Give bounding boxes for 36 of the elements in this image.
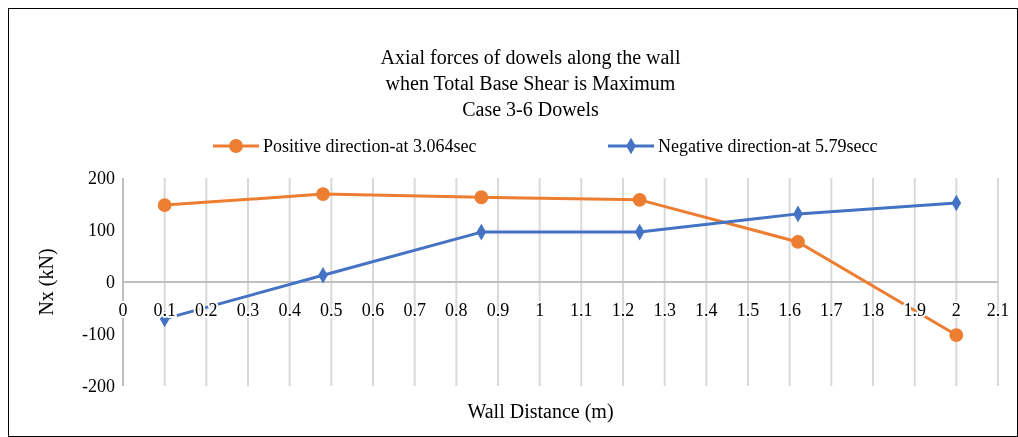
x-tick-label: 0.1 xyxy=(153,300,176,320)
x-tick-label: 0.7 xyxy=(403,300,426,320)
legend-label: Positive direction-at 3.064sec xyxy=(263,136,477,157)
point xyxy=(791,235,805,249)
point xyxy=(949,328,964,342)
x-tick-label: 0.6 xyxy=(361,300,385,320)
x-tick-label: 0.9 xyxy=(486,300,510,320)
x-tick-label: 0.4 xyxy=(278,300,301,320)
chart-title: Axial forces of dowels along the wall when Total Base Shear is Maximum Case 3-6 Dowels xyxy=(380,46,681,120)
legend-label: Negative direction-at 5.79secc xyxy=(658,136,878,157)
y-axis-title: Nx (kN) xyxy=(35,248,58,316)
x-tick-label: 2.1 xyxy=(986,300,1010,320)
x-axis-title: Wall Distance (m) xyxy=(467,400,614,423)
x-tick-label: 0.3 xyxy=(236,300,260,320)
point xyxy=(157,198,172,212)
x-tick-label: 0.5 xyxy=(320,300,343,320)
y-tick-label: 100 xyxy=(88,220,115,241)
y-tick-label: 200 xyxy=(88,168,115,189)
x-tick-label: 1.7 xyxy=(820,300,843,320)
x-tick-label: 1.4 xyxy=(695,300,718,320)
x-tick-label: 1.6 xyxy=(778,300,801,320)
y-tick-label: -100 xyxy=(82,324,115,345)
point xyxy=(474,190,489,205)
point xyxy=(316,187,330,202)
y-tick-label: 0 xyxy=(106,272,115,293)
x-tick-label: 2 xyxy=(951,300,961,320)
x-tick-label: 1.2 xyxy=(611,300,635,320)
point xyxy=(632,192,647,207)
x-tick-label: 1.5 xyxy=(736,300,760,320)
x-tick-label: 1.3 xyxy=(653,300,676,320)
y-tick-label: -200 xyxy=(82,376,115,397)
x-tick-label: 1.1 xyxy=(570,300,593,320)
x-tick-label: 1.8 xyxy=(861,300,885,320)
x-tick-label: 0.8 xyxy=(445,300,468,320)
x-tick-label: 1 xyxy=(535,300,545,320)
x-tick-label: 0 xyxy=(118,300,128,320)
